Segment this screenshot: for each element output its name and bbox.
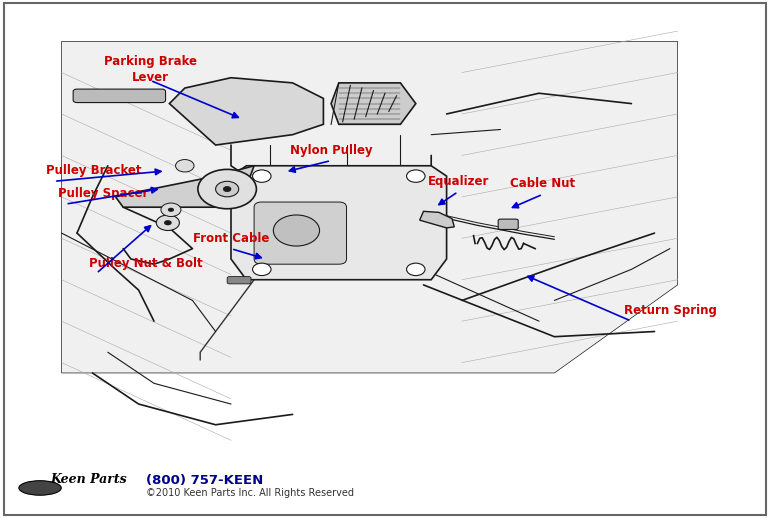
Circle shape — [198, 169, 256, 209]
Polygon shape — [420, 211, 454, 228]
FancyBboxPatch shape — [254, 202, 346, 264]
Polygon shape — [231, 166, 447, 280]
Circle shape — [164, 220, 172, 225]
Text: Pulley Nut & Bolt: Pulley Nut & Bolt — [89, 256, 203, 270]
Polygon shape — [116, 166, 254, 207]
Circle shape — [156, 215, 179, 231]
Circle shape — [253, 263, 271, 276]
Circle shape — [176, 160, 194, 172]
Text: Pulley Bracket: Pulley Bracket — [46, 164, 142, 178]
Circle shape — [223, 186, 231, 192]
Text: Return Spring: Return Spring — [624, 304, 717, 318]
Text: Parking Brake
Lever: Parking Brake Lever — [104, 55, 196, 84]
Circle shape — [161, 203, 181, 217]
Circle shape — [216, 181, 239, 197]
FancyBboxPatch shape — [498, 219, 518, 229]
Circle shape — [407, 263, 425, 276]
Text: (800) 757-KEEN: (800) 757-KEEN — [146, 474, 263, 487]
Text: Nylon Pulley: Nylon Pulley — [290, 143, 373, 157]
Circle shape — [253, 170, 271, 182]
Text: Pulley Spacer: Pulley Spacer — [58, 187, 148, 200]
FancyBboxPatch shape — [73, 89, 166, 103]
Text: ©2010 Keen Parts Inc. All Rights Reserved: ©2010 Keen Parts Inc. All Rights Reserve… — [146, 488, 354, 498]
Polygon shape — [169, 78, 323, 145]
Circle shape — [168, 208, 174, 212]
FancyBboxPatch shape — [227, 277, 251, 284]
Text: Cable Nut: Cable Nut — [511, 177, 575, 191]
Text: Front Cable: Front Cable — [192, 232, 270, 245]
Circle shape — [407, 170, 425, 182]
Text: Keen Parts: Keen Parts — [50, 472, 127, 486]
Text: Equalizer: Equalizer — [427, 175, 489, 188]
Polygon shape — [62, 41, 678, 373]
Polygon shape — [331, 83, 416, 124]
Ellipse shape — [18, 481, 62, 495]
Circle shape — [273, 215, 320, 246]
